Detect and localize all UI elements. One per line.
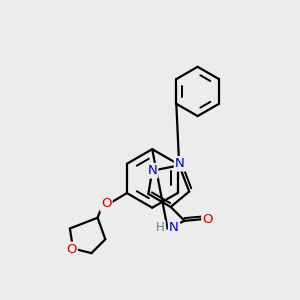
Text: N: N — [175, 157, 185, 170]
Text: N: N — [147, 164, 157, 177]
Text: O: O — [202, 213, 213, 226]
Text: N: N — [169, 221, 179, 234]
Text: O: O — [101, 197, 111, 210]
Text: O: O — [66, 243, 77, 256]
Text: H: H — [156, 221, 164, 234]
